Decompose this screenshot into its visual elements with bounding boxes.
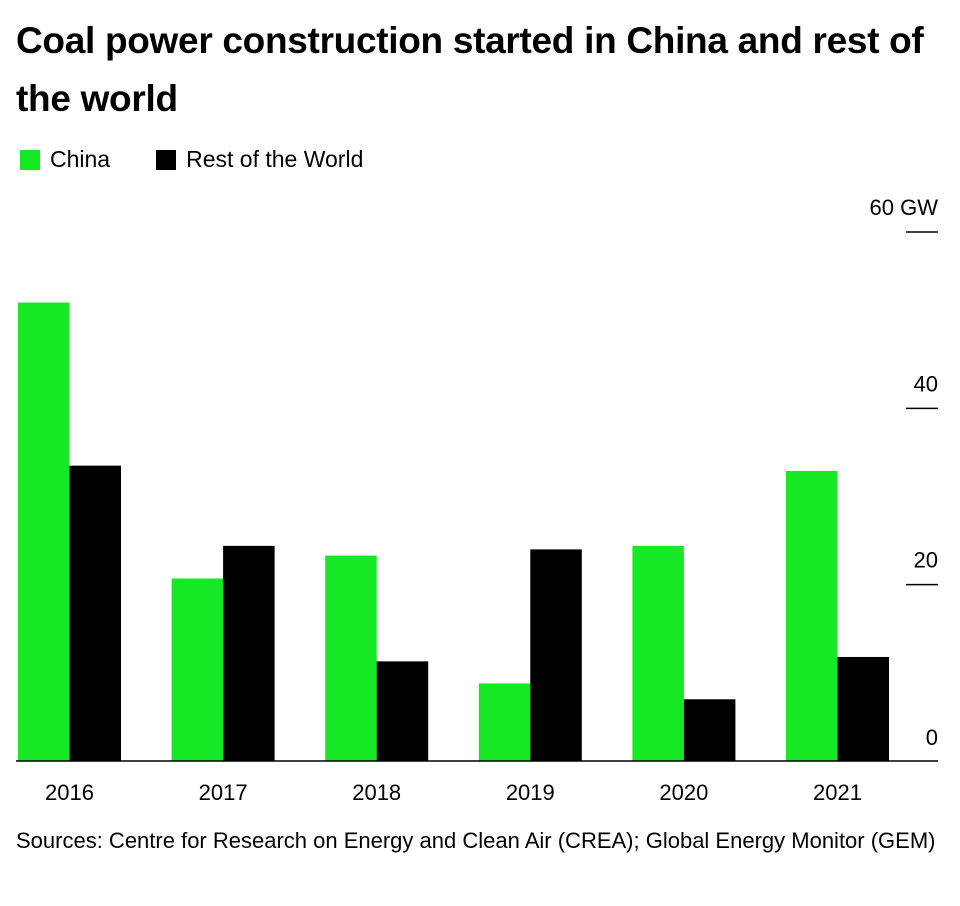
legend-item-china: China: [20, 146, 110, 173]
legend-swatch-china: [20, 149, 40, 170]
bar-rest-of-the-world-2021: [837, 656, 889, 761]
legend-label-rest-of-world: Rest of the World: [186, 146, 364, 172]
legend-item-rest-of-world: Rest of the World: [156, 146, 363, 173]
bar-china-2016: [18, 302, 70, 761]
bar-rest-of-the-world-2018: [376, 661, 429, 761]
y-tick-label-20: 20: [914, 548, 938, 573]
bar-china-2020: [632, 545, 684, 761]
x-tick-label-2018: 2018: [352, 780, 401, 805]
y-tick-label-0: 0: [926, 725, 938, 750]
legend: China Rest of the World: [20, 146, 409, 173]
y-tick-label-60: 60 GW: [870, 195, 939, 220]
bar-rest-of-the-world-2016: [69, 465, 121, 761]
legend-label-china: China: [50, 146, 111, 172]
legend-swatch-rest-of-world: [156, 149, 177, 170]
bar-rest-of-the-world-2017: [223, 545, 275, 761]
bar-china-2021: [786, 470, 838, 761]
x-tick-label-2019: 2019: [506, 780, 555, 805]
bar-chart: 2016 2017 2018 2019 2020 2021 0 20 40 60 GW: [16, 195, 939, 805]
bar-china-2019: [478, 683, 531, 761]
bar-rest-of-the-world-2020: [683, 699, 736, 761]
bar-china-2017: [171, 578, 224, 761]
bar-rest-of-the-world-2019: [530, 549, 582, 761]
x-tick-label-2020: 2020: [659, 780, 708, 805]
x-tick-label-2017: 2017: [199, 780, 248, 805]
bar-china-2018: [325, 555, 377, 761]
x-tick-label-2021: 2021: [813, 780, 862, 805]
x-tick-label-2016: 2016: [45, 780, 94, 805]
chart-title: Coal power construction started in China…: [16, 20, 924, 119]
y-tick-label-40: 40: [914, 371, 938, 396]
source-note: Sources: Centre for Research on Energy a…: [16, 828, 936, 853]
